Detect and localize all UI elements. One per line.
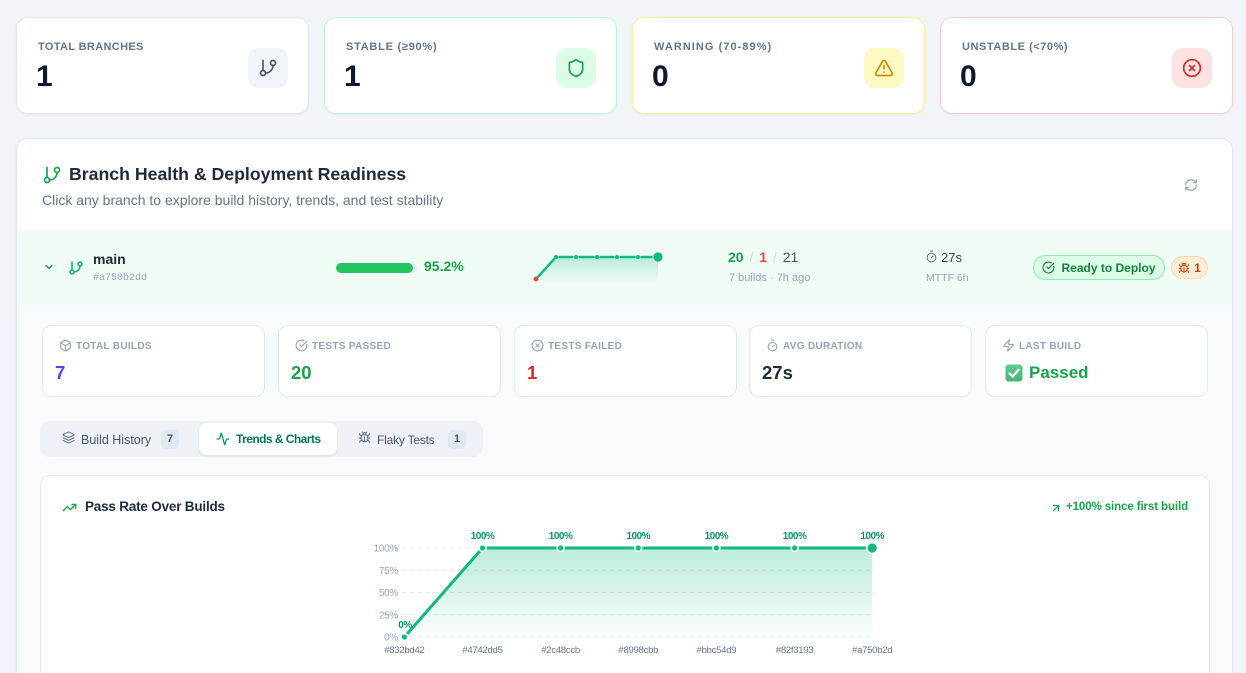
svg-text:100%: 100% (374, 544, 399, 555)
svg-text:0%: 0% (384, 633, 398, 644)
svg-text:100%: 100% (783, 531, 807, 542)
svg-text:75%: 75% (379, 566, 399, 577)
svg-text:#4742dd5: #4742dd5 (462, 645, 502, 656)
svg-text:#82f3193: #82f3193 (776, 645, 814, 656)
svg-text:100%: 100% (549, 531, 573, 542)
svg-text:100%: 100% (627, 531, 651, 542)
svg-text:100%: 100% (705, 531, 729, 542)
svg-text:25%: 25% (379, 610, 399, 621)
svg-text:0%: 0% (398, 620, 412, 631)
svg-text:100%: 100% (471, 531, 495, 542)
svg-text:#8998cbb: #8998cbb (618, 645, 658, 656)
svg-text:#832bd42: #832bd42 (384, 645, 424, 656)
svg-text:100%: 100% (860, 531, 884, 542)
svg-text:50%: 50% (379, 588, 399, 599)
svg-text:#a750b2d: #a750b2d (852, 645, 892, 656)
svg-text:#2c48ccb: #2c48ccb (541, 645, 580, 656)
svg-text:#bbc54d9: #bbc54d9 (697, 645, 737, 656)
